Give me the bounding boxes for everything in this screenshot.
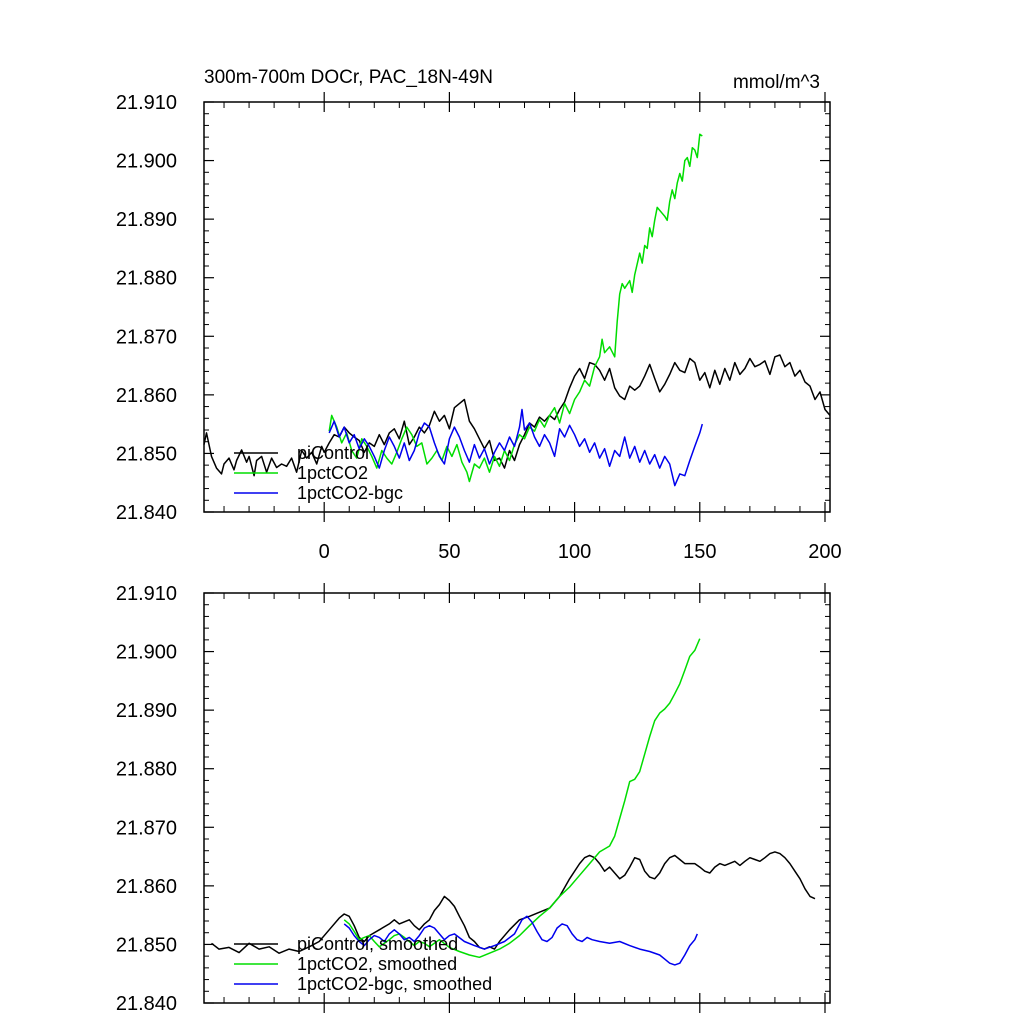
x-tick-label: 100 [558, 541, 591, 563]
y-tick-label: 21.860 [116, 385, 177, 407]
y-tick-label: 21.840 [116, 502, 177, 524]
y-tick-label: 21.880 [116, 759, 177, 781]
x-tick-label: 200 [808, 541, 841, 563]
y-tick-label: 21.850 [116, 934, 177, 956]
legend-entry: 1pctCO2-bgc [297, 483, 403, 503]
y-tick-label: 21.840 [116, 993, 177, 1015]
y-tick-label: 21.870 [116, 326, 177, 348]
y-tick-label: 21.880 [116, 268, 177, 290]
series-line-1pctco2-bgc [328, 408, 704, 487]
legend-entry: piControl, smoothed [297, 934, 458, 954]
y-tick-label: 21.860 [116, 876, 177, 898]
series-line-1pctco2-smoothed [343, 638, 701, 959]
y-tick-label: 21.910 [116, 583, 177, 605]
figure-title: 300m-700m DOCr, PAC_18N-49N [204, 67, 493, 88]
x-tick-label: 0 [319, 541, 330, 563]
series-line-1pctco2-bgc-smoothed [343, 915, 698, 966]
figure-units: mmol/m^3 [733, 72, 820, 93]
y-tick-label: 21.850 [116, 443, 177, 465]
y-tick-label: 21.870 [116, 817, 177, 839]
y-tick-label: 21.900 [116, 151, 177, 173]
plot-frame [203, 101, 831, 513]
legend-entry: 1pctCO2-bgc, smoothed [297, 974, 492, 994]
plot-frame [203, 592, 831, 1004]
y-tick-label: 21.900 [116, 642, 177, 664]
legend-entry: 1pctCO2 [297, 463, 368, 483]
y-tick-label: 21.890 [116, 209, 177, 231]
series-line-picontrol [203, 354, 831, 477]
legend-entry: 1pctCO2, smoothed [297, 954, 457, 974]
top-panel: 21.840 21.850 21.860 21.870 21.880 21.890 21.9… [116, 92, 842, 563]
y-tick-label: 21.890 [116, 700, 177, 722]
y-tick-label: 21.910 [116, 92, 177, 114]
series-line-1pctco2 [328, 133, 703, 483]
legend-entry: piControl [297, 443, 369, 463]
x-tick-label: 150 [683, 541, 716, 563]
bottom-panel: 21.840 21.850 21.860 21.870 21.880 21.890 21.9… [116, 583, 831, 1015]
x-tick-label: 50 [438, 541, 460, 563]
